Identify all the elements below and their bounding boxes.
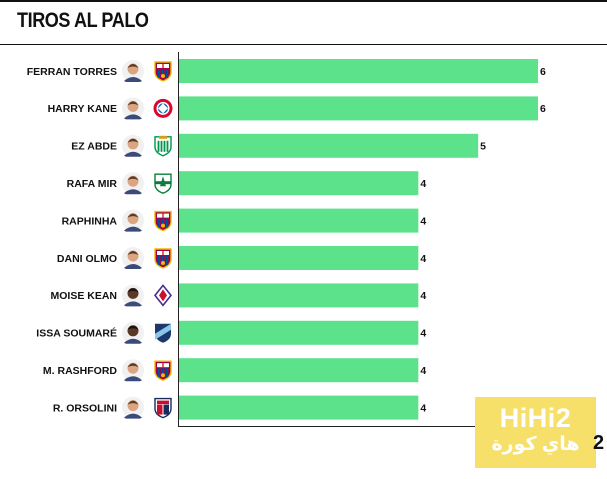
watermark-brand: HiHi2: [499, 403, 572, 433]
player-avatar: [122, 172, 144, 195]
bar-value-label: 5: [480, 141, 486, 153]
player-name-label: MOISE KEAN: [50, 290, 117, 302]
bar: [179, 358, 419, 383]
bar-value-label: 4: [420, 328, 426, 340]
bar-value-label: 4: [420, 215, 426, 227]
bar-row: M. RASHFORD 4: [43, 358, 426, 383]
bar-value-label: 6: [540, 66, 546, 78]
bar: [179, 395, 419, 420]
player-name-label: DANI OLMO: [57, 253, 117, 265]
club-crest-icon: [154, 360, 172, 381]
club-crest-icon: [154, 173, 172, 194]
bar-row: HARRY KANE 6: [48, 96, 546, 121]
player-name-label: M. RASHFORD: [43, 365, 117, 377]
player-avatar: [122, 97, 144, 120]
bar-chart: FERRAN TORRES 6 HARRY KANE 6 EZ ABDE 5 RAFA MI…: [27, 52, 590, 427]
club-crest-icon: [153, 284, 173, 307]
player-avatar: [122, 359, 144, 382]
club-crest-icon: [154, 210, 172, 232]
player-avatar: [122, 396, 144, 419]
player-avatar: [122, 134, 144, 157]
bar-row: MOISE KEAN 4: [50, 283, 426, 308]
bar-row: R. ORSOLINI 4: [53, 395, 426, 420]
club-crest-icon: [154, 397, 172, 419]
corner-mark: 2: [593, 432, 605, 454]
bar: [179, 133, 479, 158]
bar-row: RAFA MIR 4: [67, 171, 426, 196]
bar-row: ISSA SOUMARÉ 4: [36, 320, 426, 345]
watermark-arabic: هاي كورة: [491, 434, 580, 455]
bar-value-label: 4: [420, 365, 426, 377]
bar-value-label: 4: [420, 290, 426, 302]
bar: [179, 283, 419, 308]
bar-row: FERRAN TORRES 6: [27, 59, 546, 83]
bar-value-label: 4: [420, 402, 426, 414]
club-crest-icon: [154, 135, 172, 157]
bar-row: DANI OLMO 4: [57, 246, 426, 270]
bar: [179, 208, 419, 233]
player-avatar: [122, 284, 144, 307]
player-avatar: [122, 60, 144, 82]
player-name-label: FERRAN TORRES: [27, 66, 117, 78]
player-name-label: R. ORSOLINI: [53, 402, 117, 414]
club-crest-icon: [154, 248, 172, 269]
player-avatar: [122, 209, 144, 232]
bar-value-label: 4: [420, 253, 426, 265]
bar: [179, 246, 419, 270]
header-rule: [0, 44, 607, 45]
club-crest-icon: [154, 61, 172, 82]
club-crest-icon: [153, 98, 173, 118]
club-crest-icon: [155, 323, 171, 343]
bar: [179, 171, 419, 196]
player-avatar: [122, 321, 144, 344]
bar: [179, 320, 419, 345]
bar-row: EZ ABDE 5: [71, 133, 486, 158]
header-top-rule: [0, 0, 607, 2]
watermark-logo: HiHi2 هاي كورة: [475, 397, 596, 468]
player-name-label: RAPHINHA: [62, 215, 118, 227]
bar-row: RAPHINHA 4: [62, 208, 426, 233]
bars-layer: FERRAN TORRES 6 HARRY KANE 6 EZ ABDE 5 RAFA MI…: [27, 59, 546, 420]
bar-value-label: 4: [420, 178, 426, 190]
player-name-label: EZ ABDE: [71, 141, 117, 153]
bar: [179, 59, 538, 83]
chart-title: TIROS AL PALO: [17, 9, 149, 32]
player-avatar: [122, 247, 144, 269]
player-name-label: HARRY KANE: [48, 103, 117, 115]
bar: [179, 96, 538, 121]
bar-value-label: 6: [540, 103, 546, 115]
player-name-label: ISSA SOUMARÉ: [36, 327, 117, 340]
player-name-label: RAFA MIR: [67, 178, 118, 190]
